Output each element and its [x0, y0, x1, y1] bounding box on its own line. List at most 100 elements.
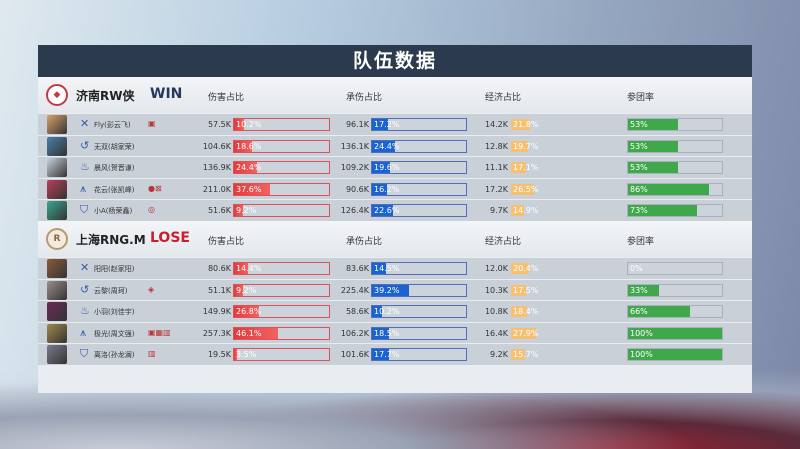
damage-pct: 9.2%	[236, 285, 257, 295]
col-participation: 参团率	[627, 236, 655, 247]
bow-icon: ⩚	[80, 325, 87, 339]
taken-value: 90.6K	[345, 184, 369, 194]
damage-pct: 18.6%	[236, 141, 262, 151]
taken-bar: 10.2%	[371, 305, 467, 319]
damage-bar: 24.4%	[233, 161, 330, 175]
hero-avatar	[47, 323, 67, 343]
economy-value: 12.8K	[484, 141, 508, 151]
player-row[interactable]: ⛉ 离洛(孙龙澜) ▥ 19.5K 3.5% 101.6K 17.7% 9.2K…	[38, 343, 752, 365]
damage-value: 104.6K	[202, 141, 231, 151]
hero-avatar	[47, 158, 67, 178]
hero-avatar	[47, 136, 67, 156]
damage-pct: 24.4%	[236, 163, 262, 173]
shield-icon: ⛉	[80, 347, 89, 361]
team-name: 上海RNG.M	[76, 232, 146, 247]
participation-pct: 33%	[630, 285, 648, 295]
shield-icon: ⛉	[80, 203, 89, 217]
team-stats-panel: 队伍数据 ◆ 济南RW侠 WIN 伤害占比 承伤占比 经济占比 参团率 ✕ Fl…	[38, 45, 752, 393]
player-row[interactable]: ♨ 小羽(刘佳宇) 149.9K 26.8% 58.6K 10.2% 10.8K…	[38, 300, 752, 322]
taken-pct: 17.2%	[374, 120, 400, 129]
economy-pct: 27.9%	[513, 328, 539, 338]
player-row[interactable]: ↺ 云黎(周珂) ◈ 51.1K 9.2% 225.4K 39.2% 10.3K…	[38, 278, 752, 301]
damage-value: 19.5K	[207, 350, 231, 360]
col-damage: 伤害占比	[208, 93, 245, 103]
damage-pct: 46.1%	[236, 328, 262, 338]
swirl-icon: ↺	[80, 282, 90, 296]
player-row[interactable]: ✕ Fly(彭云飞) ▣ 57.5K 10.2% 96.1K 17.2% 14.…	[38, 113, 752, 135]
participation-bar: 100%	[627, 326, 723, 340]
economy-bar: 21.8%	[510, 118, 600, 131]
sword-icon: ✕	[80, 117, 90, 130]
economy-value: 9.7K	[490, 206, 508, 216]
participation-pct: 86%	[630, 184, 648, 194]
damage-bar: 3.5%	[233, 348, 330, 362]
economy-value: 12.0K	[484, 263, 508, 273]
taken-pct: 24.4%	[374, 141, 400, 151]
damage-bar: 46.1%	[233, 326, 330, 340]
taken-bar: 39.2%	[371, 283, 467, 297]
participation-pct: 66%	[630, 307, 648, 317]
participation-pct: 0%	[630, 263, 643, 273]
taken-value: 83.6K	[345, 263, 369, 273]
damage-value: 211.0K	[202, 184, 231, 194]
player-badges: ▥	[148, 349, 156, 359]
taken-value: 225.4K	[340, 285, 369, 295]
player-name: 小羽(刘佳宇)	[94, 308, 135, 317]
economy-bar: 26.5%	[510, 183, 600, 196]
taken-pct: 14.5%	[374, 263, 400, 273]
economy-value: 17.2K	[484, 184, 508, 194]
participation-bar: 100%	[627, 348, 723, 362]
taken-pct: 39.2%	[374, 285, 400, 295]
economy-value: 9.2K	[490, 350, 508, 360]
player-row[interactable]: ⩚ 花云(张凯峰) ●⊠ 211.0K 37.6% 90.6K 16.2% 17…	[38, 177, 752, 200]
damage-bar: 18.6%	[233, 139, 330, 153]
taken-value: 126.4K	[340, 206, 369, 216]
player-name: 离洛(孙龙澜)	[94, 351, 135, 360]
player-name: 极光(周文强)	[94, 329, 135, 338]
player-row[interactable]: ♨ 晨风(贺晋谦) 136.9K 24.4% 109.2K 19.6% 11.1…	[38, 156, 752, 178]
damage-value: 57.5K	[207, 120, 231, 129]
player-row[interactable]: ✕ 阳阳(赵家阳) 80.6K 14.4% 83.6K 14.5% 12.0K …	[38, 256, 752, 279]
economy-pct: 19.7%	[513, 141, 539, 151]
damage-pct: 37.6%	[236, 184, 262, 194]
damage-value: 136.9K	[202, 163, 231, 173]
hero-avatar	[47, 201, 67, 221]
hero-avatar	[47, 345, 67, 365]
col-economy: 经济占比	[485, 93, 522, 103]
damage-bar: 9.2%	[233, 283, 330, 297]
taken-bar: 18.5%	[371, 326, 467, 340]
damage-value: 149.9K	[202, 307, 231, 317]
economy-pct: 21.8%	[513, 120, 539, 129]
player-name: 云黎(周珂)	[94, 286, 128, 295]
player-name: Fly(彭云飞)	[94, 121, 131, 129]
economy-bar: 17.5%	[510, 284, 600, 297]
economy-pct: 18.4%	[513, 307, 539, 317]
participation-bar: 0%	[627, 261, 723, 275]
player-name: 阳阳(赵家阳)	[94, 264, 135, 273]
damage-bar: 14.4%	[233, 261, 330, 275]
economy-bar: 18.4%	[510, 305, 600, 318]
player-row[interactable]: ⩚ 极光(周文强) ▣▦▥ 257.3K 46.1% 106.2K 18.5% …	[38, 321, 752, 344]
economy-value: 11.1K	[484, 163, 508, 173]
participation-pct: 53%	[630, 163, 648, 173]
taken-value: 136.1K	[340, 141, 369, 151]
participation-bar: 73%	[627, 204, 723, 218]
team-result: WIN	[150, 86, 183, 102]
participation-pct: 73%	[630, 206, 648, 216]
damage-bar: 10.2%	[233, 118, 330, 131]
economy-pct: 26.5%	[513, 184, 539, 194]
damage-bar: 26.8%	[233, 305, 330, 319]
swirl-icon: ↺	[80, 138, 90, 152]
player-badges: ◎	[148, 205, 155, 215]
taken-bar: 17.7%	[371, 348, 467, 362]
player-row[interactable]: ↺ 无双(胡家荣) 104.6K 18.6% 136.1K 24.4% 12.8…	[38, 134, 752, 157]
hero-avatar	[47, 258, 67, 278]
player-row[interactable]: ⛉ 小A(杨荣鑫) ◎ 51.6K 9.2% 126.4K 22.6% 9.7K…	[38, 199, 752, 221]
economy-value: 14.2K	[484, 120, 508, 129]
team-header: ◆ 济南RW侠 WIN 伤害占比 承伤占比 经济占比 参团率	[38, 77, 752, 113]
economy-pct: 14.9%	[513, 206, 539, 216]
economy-bar: 20.4%	[510, 262, 600, 275]
participation-bar: 53%	[627, 161, 723, 175]
economy-bar: 19.7%	[510, 140, 600, 153]
participation-pct: 100%	[630, 328, 653, 338]
